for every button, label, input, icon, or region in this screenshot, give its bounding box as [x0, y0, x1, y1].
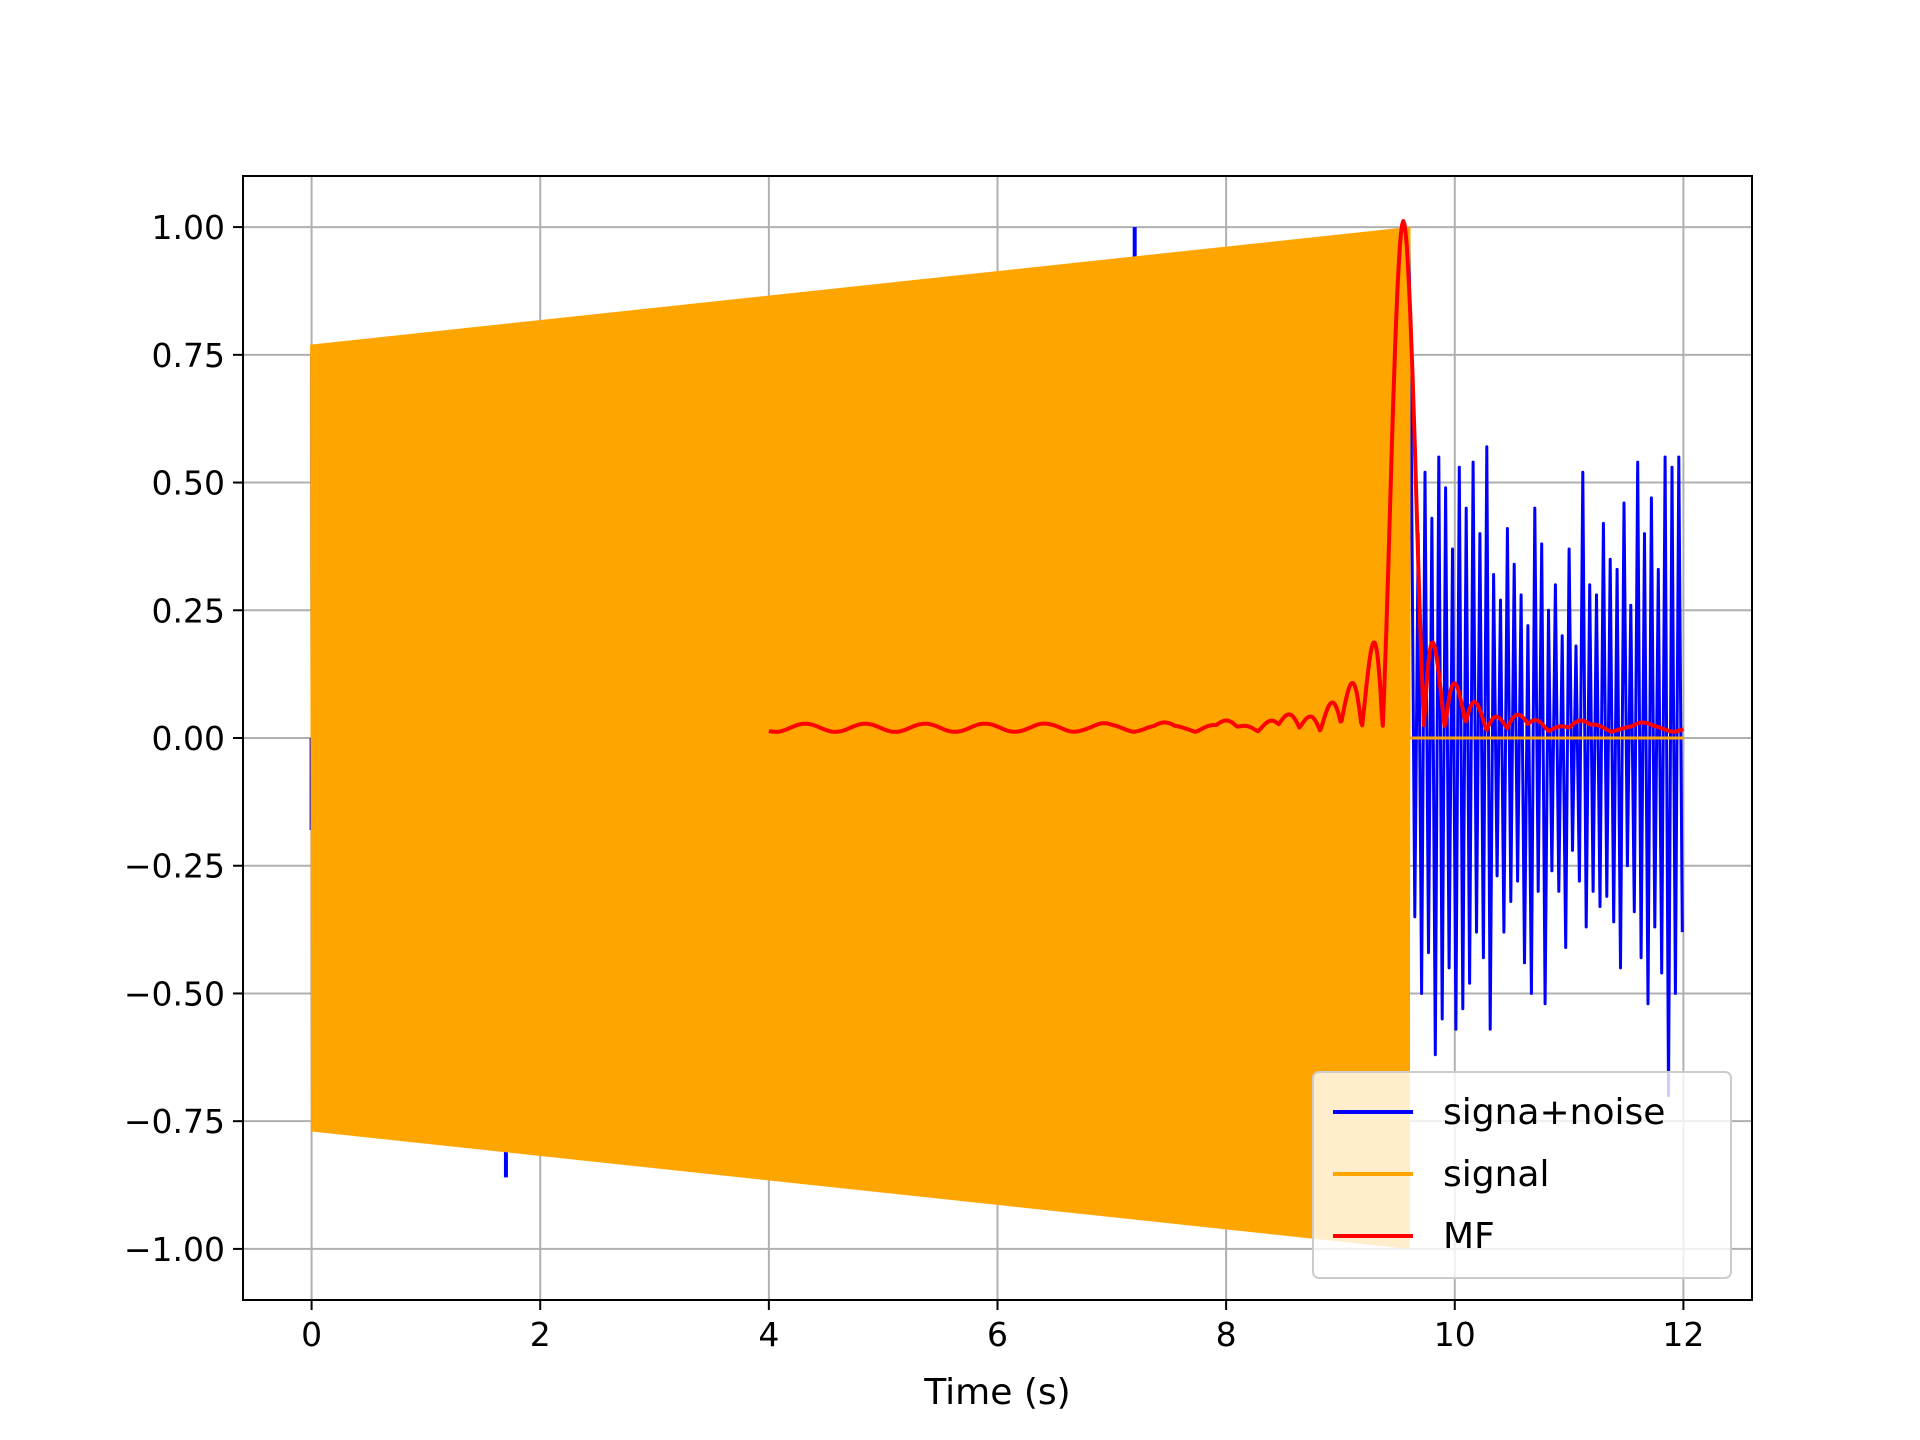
plot-series — [309, 219, 1685, 1249]
y-tick-label: −1.00 — [124, 1230, 225, 1269]
axis-ticks: 0 2 4 6 8 10 12 1.00 0.75 0.50 0.25 0.00 −0.25 −0.50 −… — [124, 208, 1705, 1354]
y-tick-label: 0.50 — [152, 464, 225, 503]
series-mf-line — [768, 219, 1685, 734]
legend: signa+noise signal MF — [1312, 1071, 1732, 1279]
legend-label: signal — [1443, 1154, 1550, 1195]
y-tick-label: 0.00 — [152, 719, 225, 758]
y-tick-label: −0.75 — [124, 1102, 225, 1141]
x-tick-label: 0 — [301, 1315, 322, 1354]
x-axis-label: Time (s) — [923, 1372, 1070, 1413]
x-tick-label: 10 — [1434, 1315, 1476, 1354]
y-tick-label: 0.25 — [152, 591, 225, 630]
x-tick-label: 6 — [987, 1315, 1008, 1354]
x-tick-label: 8 — [1216, 1315, 1237, 1354]
y-tick-label: −0.25 — [124, 847, 225, 886]
y-tick-label: 0.75 — [152, 336, 225, 375]
legend-label: MF — [1443, 1216, 1495, 1257]
legend-label: signa+noise — [1443, 1092, 1665, 1133]
series-signal-line — [310, 227, 1684, 1249]
x-tick-label: 4 — [758, 1315, 779, 1354]
x-tick-label: 2 — [530, 1315, 551, 1354]
y-tick-label: −0.50 — [124, 974, 225, 1013]
x-tick-label: 12 — [1662, 1315, 1704, 1354]
y-tick-label: 1.00 — [152, 208, 225, 247]
legend-box — [1312, 1071, 1732, 1279]
